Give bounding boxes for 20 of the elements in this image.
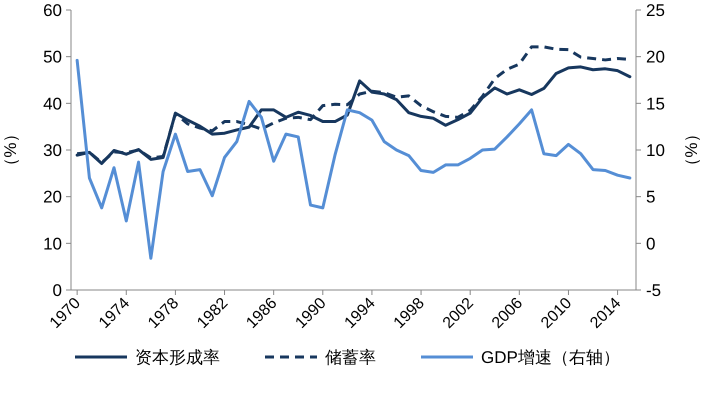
y2-tick-label: 0 <box>646 234 656 254</box>
y-axis-title: （%） <box>1 125 20 175</box>
y-tick-label: 50 <box>43 48 62 67</box>
legend-label: 储蓄率 <box>325 348 376 367</box>
y-tick-label: 0 <box>52 281 62 300</box>
y2-axis-title: （%） <box>682 125 701 175</box>
y2-tick-label: 10 <box>646 141 665 160</box>
y-tick-label: 10 <box>43 234 62 254</box>
y-tick-label: 30 <box>43 141 62 160</box>
y-tick-label: 20 <box>43 188 62 207</box>
y2-tick-label: 20 <box>646 48 665 67</box>
y2-tick-label: -5 <box>646 281 662 300</box>
y-tick-label: 60 <box>43 1 62 20</box>
y2-tick-label: 5 <box>646 188 656 207</box>
y2-tick-label: 15 <box>646 94 665 114</box>
legend-label: GDP增速（右轴） <box>481 348 620 367</box>
y-tick-label: 40 <box>43 94 62 114</box>
legend-label: 资本形成率 <box>135 348 220 367</box>
y2-tick-label: 25 <box>646 1 665 20</box>
line-series <box>76 58 632 260</box>
